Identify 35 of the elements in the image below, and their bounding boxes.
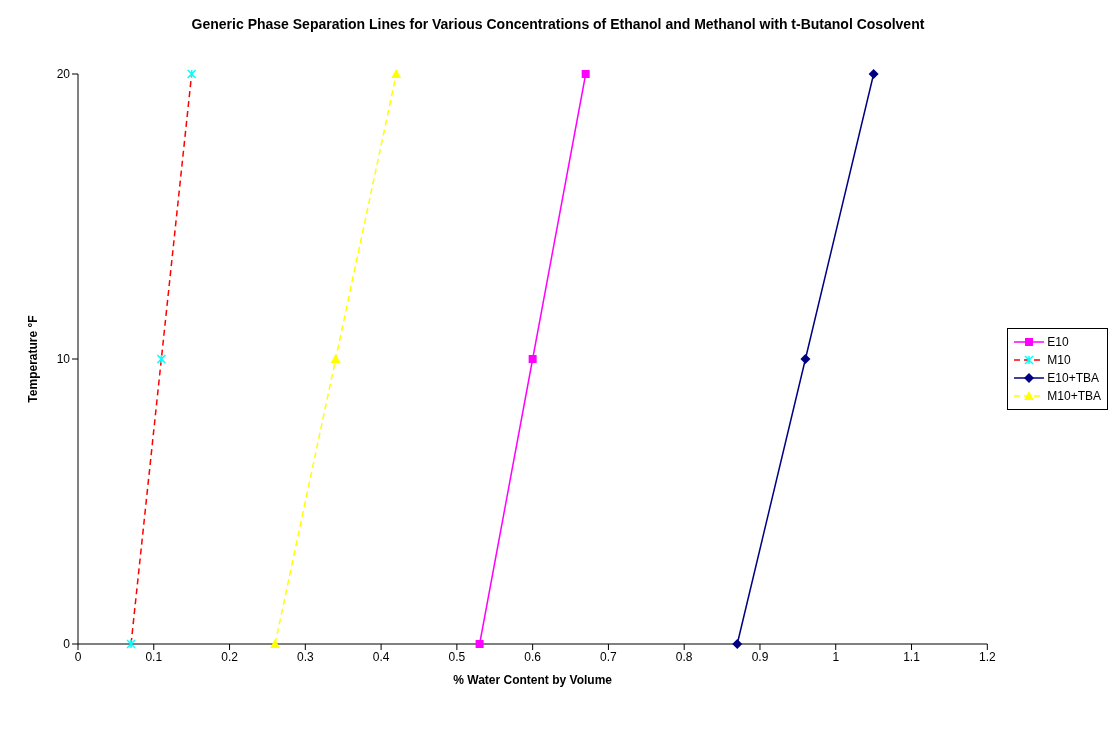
point xyxy=(126,639,136,649)
x-tick-label: 0.4 xyxy=(372,649,390,664)
point xyxy=(186,69,197,79)
y-tick-label: 20 xyxy=(56,67,71,82)
point xyxy=(475,640,484,648)
legend-label: M10+TBA xyxy=(1047,389,1101,403)
point xyxy=(391,69,402,78)
chart-title: Generic Phase Separation Lines for Various Concentrations of Ethanol and Methanol with t-Butanol Cosolvent xyxy=(190,15,926,34)
point xyxy=(528,355,537,363)
legend-label: E10+TBA xyxy=(1047,371,1099,385)
x-tick-label: 0.3 xyxy=(296,649,314,664)
y-axis-title: Temperature °F xyxy=(26,315,41,403)
x-tick-label: 0.5 xyxy=(448,649,466,664)
point xyxy=(330,354,341,363)
x-tick-label: 0.6 xyxy=(524,649,542,664)
x-tick-label: 0 xyxy=(74,649,82,664)
x-tick-label: 0.9 xyxy=(751,649,769,664)
x-tick-label: 0.1 xyxy=(145,649,163,664)
point xyxy=(270,639,281,648)
legend-label: E10 xyxy=(1047,335,1069,349)
x-tick-label: 0.2 xyxy=(221,649,239,664)
x-tick-label: 1 xyxy=(832,649,840,664)
legend-label: M10 xyxy=(1047,353,1071,367)
point xyxy=(156,354,167,364)
x-axis-title: % Water Content by Volume xyxy=(453,673,613,687)
point xyxy=(732,639,743,649)
y-tick-label: 0 xyxy=(63,637,71,652)
y-tick-label: 10 xyxy=(56,352,71,367)
x-tick-label: 1.1 xyxy=(903,649,921,664)
x-tick-label: 0.8 xyxy=(675,649,693,664)
point xyxy=(868,69,879,79)
point xyxy=(581,70,590,78)
x-tick-label: 0.7 xyxy=(600,649,618,664)
point xyxy=(800,354,811,364)
x-tick-label: 1.2 xyxy=(978,649,996,664)
